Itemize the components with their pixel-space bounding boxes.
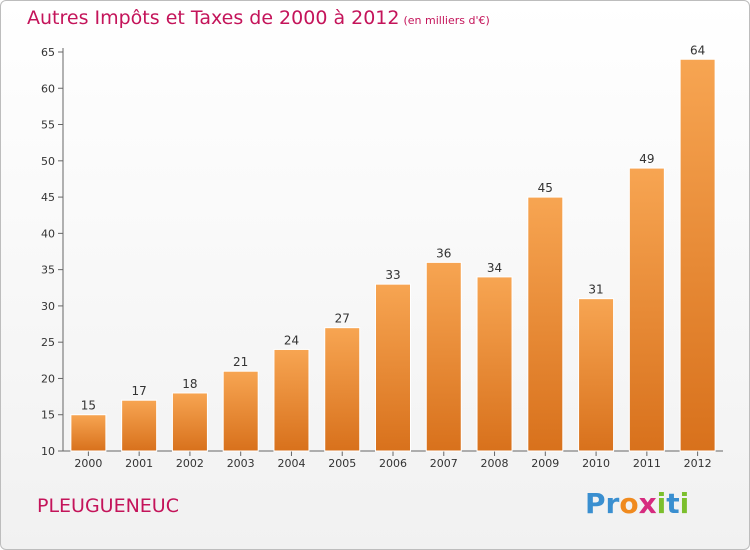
y-tick-label: 10	[41, 445, 55, 458]
bar-value-label: 17	[132, 384, 147, 398]
chart-subtitle: (en milliers d'€)	[403, 14, 490, 27]
commune-name: PLEUGUENEUC	[37, 495, 179, 517]
chart-title-text: Autres Impôts et Taxes de 2000 à 2012	[27, 7, 400, 29]
logo-letter: o	[619, 487, 639, 520]
y-tick-label: 40	[41, 227, 55, 240]
x-tick-label: 2009	[531, 457, 559, 470]
x-tick-label: 2004	[277, 457, 305, 470]
bar-value-label: 64	[690, 43, 705, 57]
bar	[70, 414, 107, 452]
x-tick-label: 2000	[74, 457, 102, 470]
bar-value-label: 34	[487, 261, 502, 275]
logo-letter: r	[605, 487, 620, 520]
x-tick-label: 2003	[227, 457, 255, 470]
logo-letter: i	[679, 487, 690, 520]
y-tick-label: 35	[41, 264, 55, 277]
y-tick-label: 25	[41, 336, 55, 349]
y-tick-label: 50	[41, 155, 55, 168]
y-tick-label: 30	[41, 300, 55, 313]
y-tick-label: 20	[41, 372, 55, 385]
bar	[222, 370, 259, 452]
x-tick-label: 2011	[633, 457, 661, 470]
bar	[273, 348, 310, 452]
bar	[121, 399, 158, 452]
x-tick-label: 2012	[684, 457, 712, 470]
chart-title: Autres Impôts et Taxes de 2000 à 2012 (en…	[27, 7, 490, 29]
bar	[171, 392, 208, 452]
logo-letter: P	[585, 487, 606, 520]
bar	[476, 276, 513, 452]
bar-value-label: 31	[588, 283, 603, 297]
bar-value-label: 33	[385, 268, 400, 282]
bar	[679, 58, 716, 452]
y-tick-label: 45	[41, 191, 55, 204]
bar	[425, 261, 462, 452]
proxiti-logo[interactable]: Proxiti	[585, 487, 689, 520]
x-tick-label: 2007	[430, 457, 458, 470]
x-tick-label: 2010	[582, 457, 610, 470]
bar	[375, 283, 411, 452]
logo-letter: t	[666, 487, 680, 520]
bar-value-label: 49	[639, 152, 654, 166]
x-tick-label: 2002	[176, 457, 204, 470]
x-tick-label: 2008	[481, 457, 509, 470]
bar-value-label: 27	[335, 312, 350, 326]
bar	[578, 298, 615, 452]
y-tick-label: 15	[41, 409, 55, 422]
x-tick-label: 2005	[328, 457, 356, 470]
x-tick-label: 2006	[379, 457, 407, 470]
bar	[527, 196, 564, 452]
y-tick-label: 55	[41, 119, 55, 132]
x-tick-label: 2001	[125, 457, 153, 470]
bar-value-label: 15	[81, 399, 96, 413]
bar-value-label: 45	[538, 181, 553, 195]
y-tick-label: 60	[41, 82, 55, 95]
bar-value-label: 24	[284, 333, 299, 347]
logo-letter: x	[638, 487, 657, 520]
bar	[324, 327, 361, 452]
bar	[628, 167, 665, 452]
y-tick-label: 65	[41, 46, 55, 59]
bar-value-label: 18	[182, 377, 197, 391]
bar-value-label: 21	[233, 355, 248, 369]
logo-letter: i	[656, 487, 667, 520]
bar-value-label: 36	[436, 246, 451, 260]
